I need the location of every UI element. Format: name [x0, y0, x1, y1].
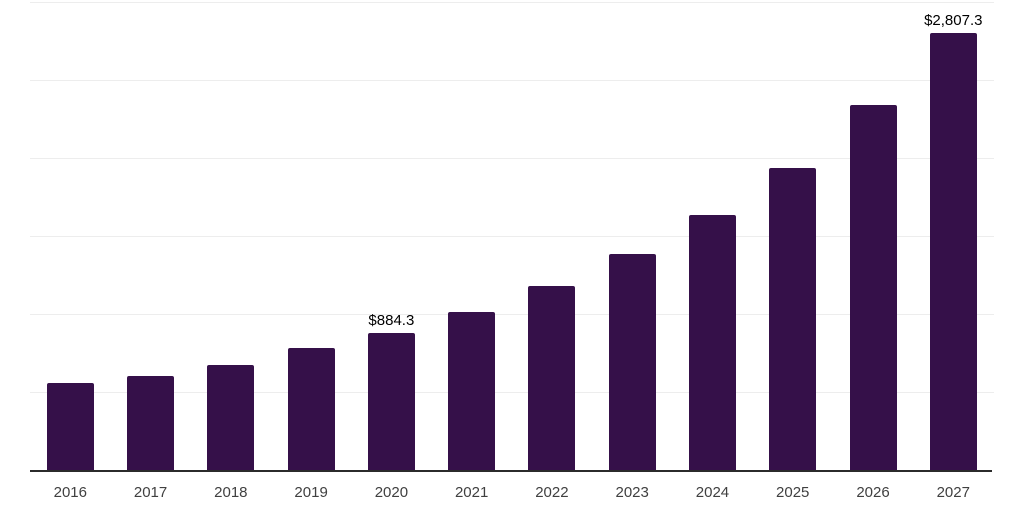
- bar-2023: [608, 254, 656, 471]
- gridline-2000: [30, 158, 994, 159]
- bar-2019: [287, 348, 335, 471]
- bar-2022: [528, 286, 576, 471]
- x-tick-label-2026: 2026: [856, 484, 890, 501]
- gridline-2500: [30, 80, 994, 81]
- bar-2016: [46, 383, 94, 471]
- x-tick-label-2016: 2016: [53, 484, 87, 501]
- x-tick-label-2020: 2020: [374, 484, 409, 501]
- x-tick-label-2022: 2022: [535, 484, 569, 501]
- bar-2027: [929, 32, 977, 471]
- x-tick-label-2017: 2017: [133, 484, 168, 501]
- gridline-1000: [30, 314, 994, 315]
- x-tick-label-2025: 2025: [776, 484, 810, 501]
- bar-2026: [849, 105, 897, 471]
- x-tick-label-2024: 2024: [695, 484, 730, 501]
- x-tick-label-2023: 2023: [615, 484, 649, 501]
- x-tick-label-2021: 2021: [454, 484, 489, 501]
- gridline-3000: [30, 2, 994, 3]
- bar-2021: [448, 312, 496, 471]
- bar-2018: [207, 364, 255, 471]
- bar-2020: [367, 332, 415, 471]
- gridline-1500: [30, 236, 994, 237]
- x-axis-line: [30, 469, 992, 472]
- gridline-500: [30, 392, 994, 393]
- value-label-2027: $2,807.3: [924, 11, 983, 29]
- bar-2024: [688, 215, 736, 471]
- x-tick-label-2019: 2019: [294, 484, 328, 501]
- value-label-2020: $884.3: [368, 311, 415, 329]
- bar-2025: [769, 168, 817, 471]
- x-tick-label-2027: 2027: [936, 484, 970, 501]
- x-tick-label-2018: 2018: [214, 484, 248, 501]
- bar-2017: [127, 375, 175, 471]
